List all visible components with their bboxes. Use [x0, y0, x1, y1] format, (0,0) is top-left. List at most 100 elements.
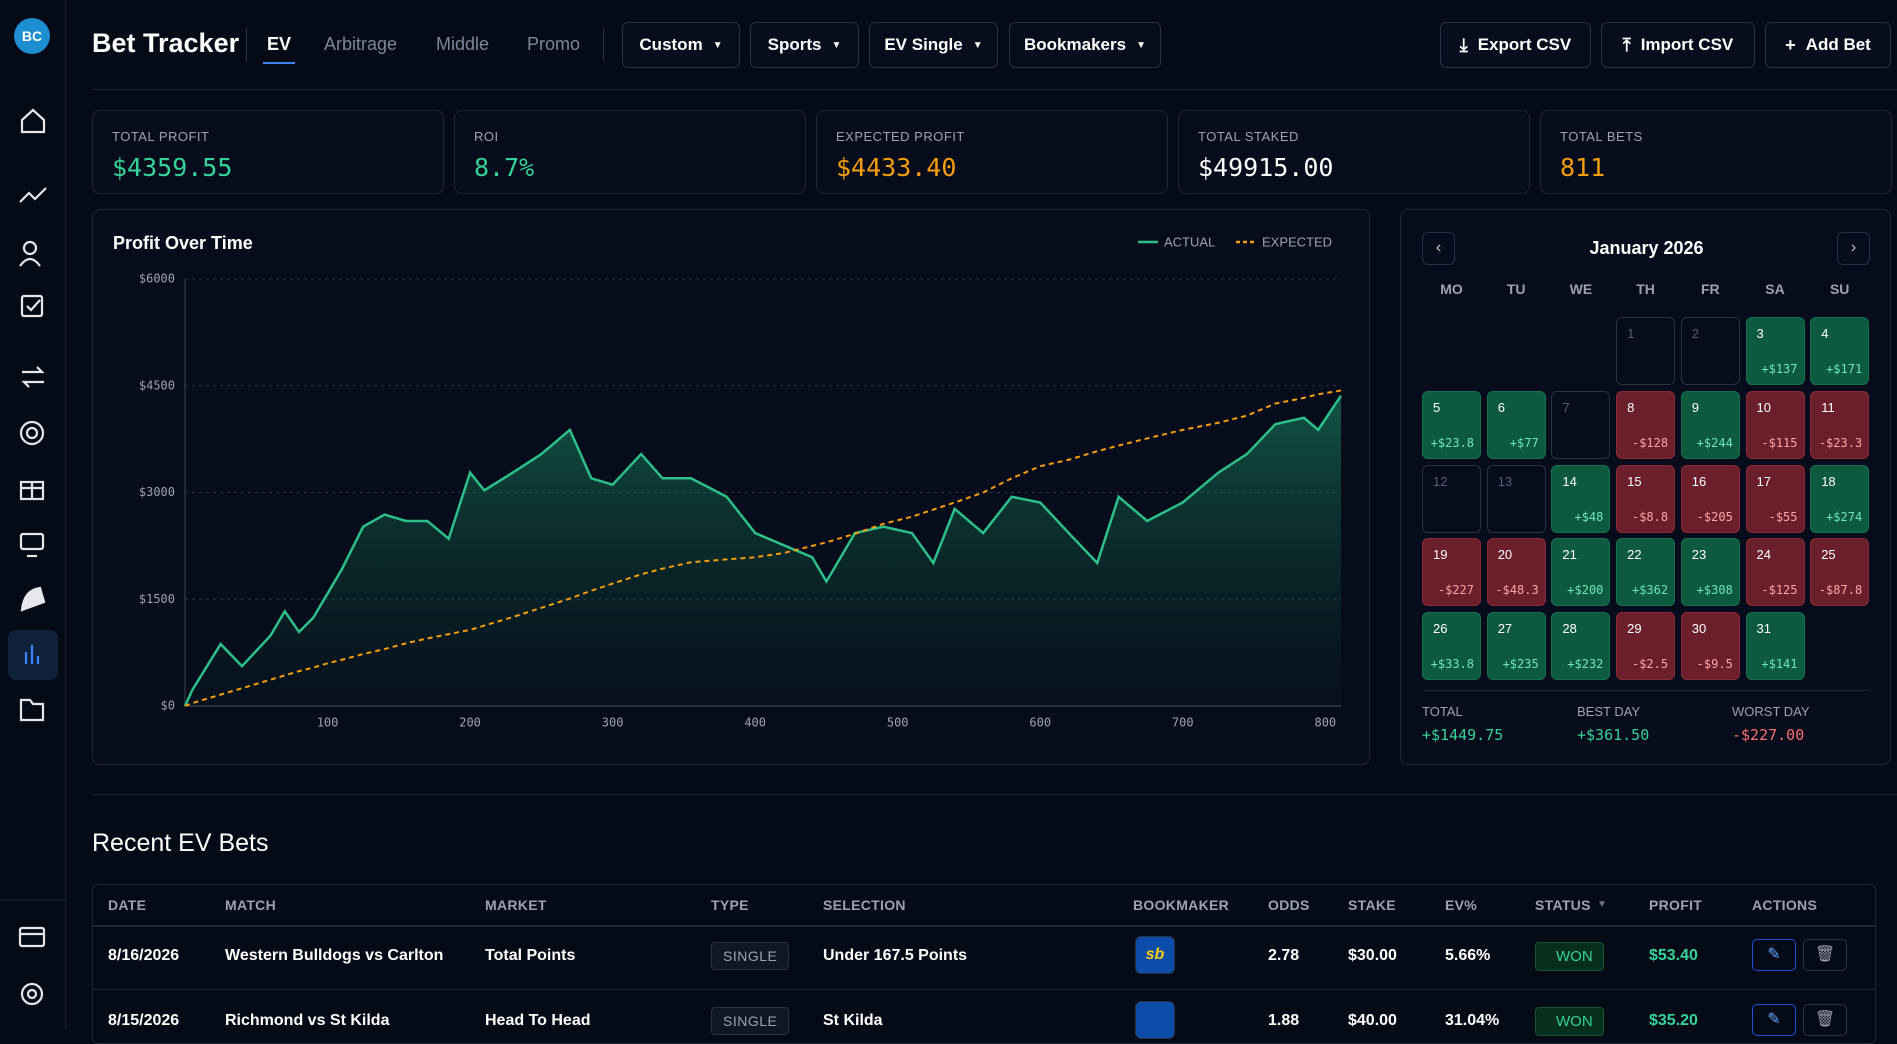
calendar-day[interactable]: 8 -$128 — [1616, 390, 1676, 459]
calendar-day[interactable]: 29 -$2.5 — [1616, 612, 1676, 681]
table-cell: $30.00 — [1348, 947, 1397, 964]
column-header: EV% — [1445, 897, 1478, 913]
column-header: STAKE — [1348, 897, 1396, 913]
edit-button[interactable]: ✎ — [1752, 939, 1796, 971]
calendar-day[interactable]: 25 -$87.8 — [1810, 538, 1870, 607]
sort-icon[interactable]: ▼ — [1597, 899, 1607, 910]
column-header[interactable]: STATUS — [1535, 897, 1591, 913]
horse-icon[interactable] — [20, 586, 46, 612]
calendar-day[interactable]: 10 -$115 — [1745, 390, 1805, 459]
header-button[interactable]: ⤓ Export CSV — [1440, 22, 1591, 68]
calendar-day[interactable]: 17 -$55 — [1745, 464, 1805, 533]
settings-icon[interactable] — [20, 982, 44, 1006]
calendar-day[interactable]: 11 -$23.3 — [1810, 390, 1870, 459]
day-number: 26 — [1433, 621, 1448, 637]
header-button[interactable]: ⤒ Import CSV — [1601, 22, 1755, 68]
filter-dropdown[interactable]: Custom ▼ — [622, 22, 740, 68]
prev-month[interactable]: ‹ — [1422, 232, 1455, 265]
settings-inner — [26, 988, 38, 1000]
logo[interactable]: BC — [14, 18, 50, 54]
divider — [246, 28, 247, 62]
stat-value: $4359.55 — [112, 153, 233, 182]
calendar-day[interactable]: 19 -$227 — [1422, 538, 1481, 607]
y-tick-label: $0 — [161, 699, 175, 713]
delete-button[interactable]: 🗑 — [1803, 939, 1847, 971]
check-icon[interactable] — [20, 294, 44, 318]
day-profit: +$141 — [1761, 657, 1798, 672]
gift-lines — [21, 482, 43, 499]
calendar-day[interactable]: 12 — [1422, 464, 1481, 533]
calendar-day[interactable]: 20 -$48.3 — [1486, 538, 1546, 607]
calendar-day[interactable]: 27 +$235 — [1486, 612, 1546, 681]
area — [185, 395, 1341, 706]
user-icon-body — [19, 257, 41, 267]
type-badge: SINGLE — [711, 1007, 790, 1035]
calendar-day[interactable]: 28 +$232 — [1551, 612, 1611, 681]
header-button[interactable]: + Add Bet — [1765, 22, 1891, 68]
calendar-day[interactable]: 1 — [1616, 317, 1676, 385]
calendar-day[interactable]: 16 -$205 — [1680, 464, 1740, 533]
edit-button[interactable]: ✎ — [1752, 1004, 1796, 1036]
calendar-day[interactable]: 3 +$137 — [1745, 317, 1805, 385]
monitor-icon[interactable] — [19, 532, 45, 551]
legend-label: ACTUAL — [1164, 234, 1215, 249]
column-header: MARKET — [485, 897, 547, 913]
day-number: 23 — [1691, 547, 1707, 563]
stats-icon[interactable] — [24, 645, 40, 664]
filter-label: Bookmakers — [1024, 35, 1127, 54]
calendar-day[interactable]: 24 -$125 — [1745, 538, 1805, 607]
card-icon[interactable] — [18, 926, 46, 948]
filter-dropdown[interactable]: EV Single ▼ — [869, 22, 998, 68]
stat-card: TOTAL BETS 811 — [1540, 110, 1892, 194]
calendar-day[interactable]: 5 +$23.8 — [1422, 390, 1481, 459]
day-number: 6 — [1497, 399, 1505, 415]
table-cell: Under 167.5 Points — [823, 947, 968, 964]
table-header-line — [93, 925, 1875, 927]
calendar-day[interactable]: 4 +$171 — [1810, 317, 1870, 385]
weekday: FR — [1700, 281, 1720, 297]
weekday: MO — [1440, 281, 1463, 297]
table-cell: $53.40 — [1649, 947, 1698, 964]
calendar-day[interactable]: 14 +$48 — [1551, 464, 1611, 533]
row-line — [93, 989, 1875, 990]
user-icon[interactable] — [22, 240, 38, 256]
stat-label: TOTAL PROFIT — [112, 129, 210, 144]
next-month[interactable]: › — [1837, 232, 1870, 265]
column-header: MATCH — [225, 897, 277, 913]
calendar-day[interactable]: 2 — [1680, 317, 1740, 385]
tab[interactable]: Promo — [527, 34, 581, 54]
calendar-day[interactable]: 26 +$33.8 — [1422, 612, 1481, 681]
folder-icon[interactable] — [19, 698, 45, 722]
calendar-day[interactable]: 18 +$274 — [1810, 464, 1870, 533]
day-profit: -$9.5 — [1696, 657, 1733, 672]
status-badge: WON — [1535, 942, 1604, 971]
calendar-day[interactable]: 21 +$200 — [1551, 538, 1611, 607]
trend-icon[interactable] — [19, 187, 47, 203]
day-number: 27 — [1497, 621, 1513, 637]
tab[interactable]: Arbitrage — [324, 34, 398, 54]
calendar-day[interactable]: 15 -$8.8 — [1616, 464, 1676, 533]
column-header: BOOKMAKER — [1133, 897, 1230, 913]
target-icon[interactable] — [19, 420, 45, 446]
calendar-day[interactable]: 9 +$244 — [1680, 390, 1740, 459]
day-profit: -$55 — [1768, 509, 1798, 524]
filter-dropdown[interactable]: Bookmakers ▼ — [1009, 22, 1161, 68]
calendar-day[interactable]: 7 — [1551, 390, 1611, 459]
tab[interactable]: EV — [267, 34, 292, 54]
calendar-day[interactable]: 23 +$308 — [1680, 538, 1740, 607]
month-title: January 2026 — [1589, 238, 1704, 258]
calendar-day[interactable]: 22 +$362 — [1616, 538, 1676, 607]
calendar-day[interactable]: 31 +$141 — [1745, 612, 1805, 681]
delete-button[interactable]: 🗑 — [1803, 1004, 1847, 1036]
calendar-day[interactable]: 30 -$9.5 — [1680, 612, 1740, 681]
swap-icon[interactable] — [21, 366, 45, 388]
tab[interactable]: Middle — [436, 34, 490, 54]
target-inner — [25, 426, 39, 440]
filter-dropdown[interactable]: Sports ▼ — [750, 22, 859, 68]
day-number: 24 — [1756, 547, 1771, 563]
summary-value: -$227.00 — [1732, 726, 1805, 744]
calendar-day[interactable]: 13 — [1486, 464, 1546, 533]
home-icon[interactable] — [20, 108, 46, 134]
calendar-day[interactable]: 6 +$77 — [1486, 390, 1546, 459]
day-profit: +$23.8 — [1430, 435, 1474, 450]
